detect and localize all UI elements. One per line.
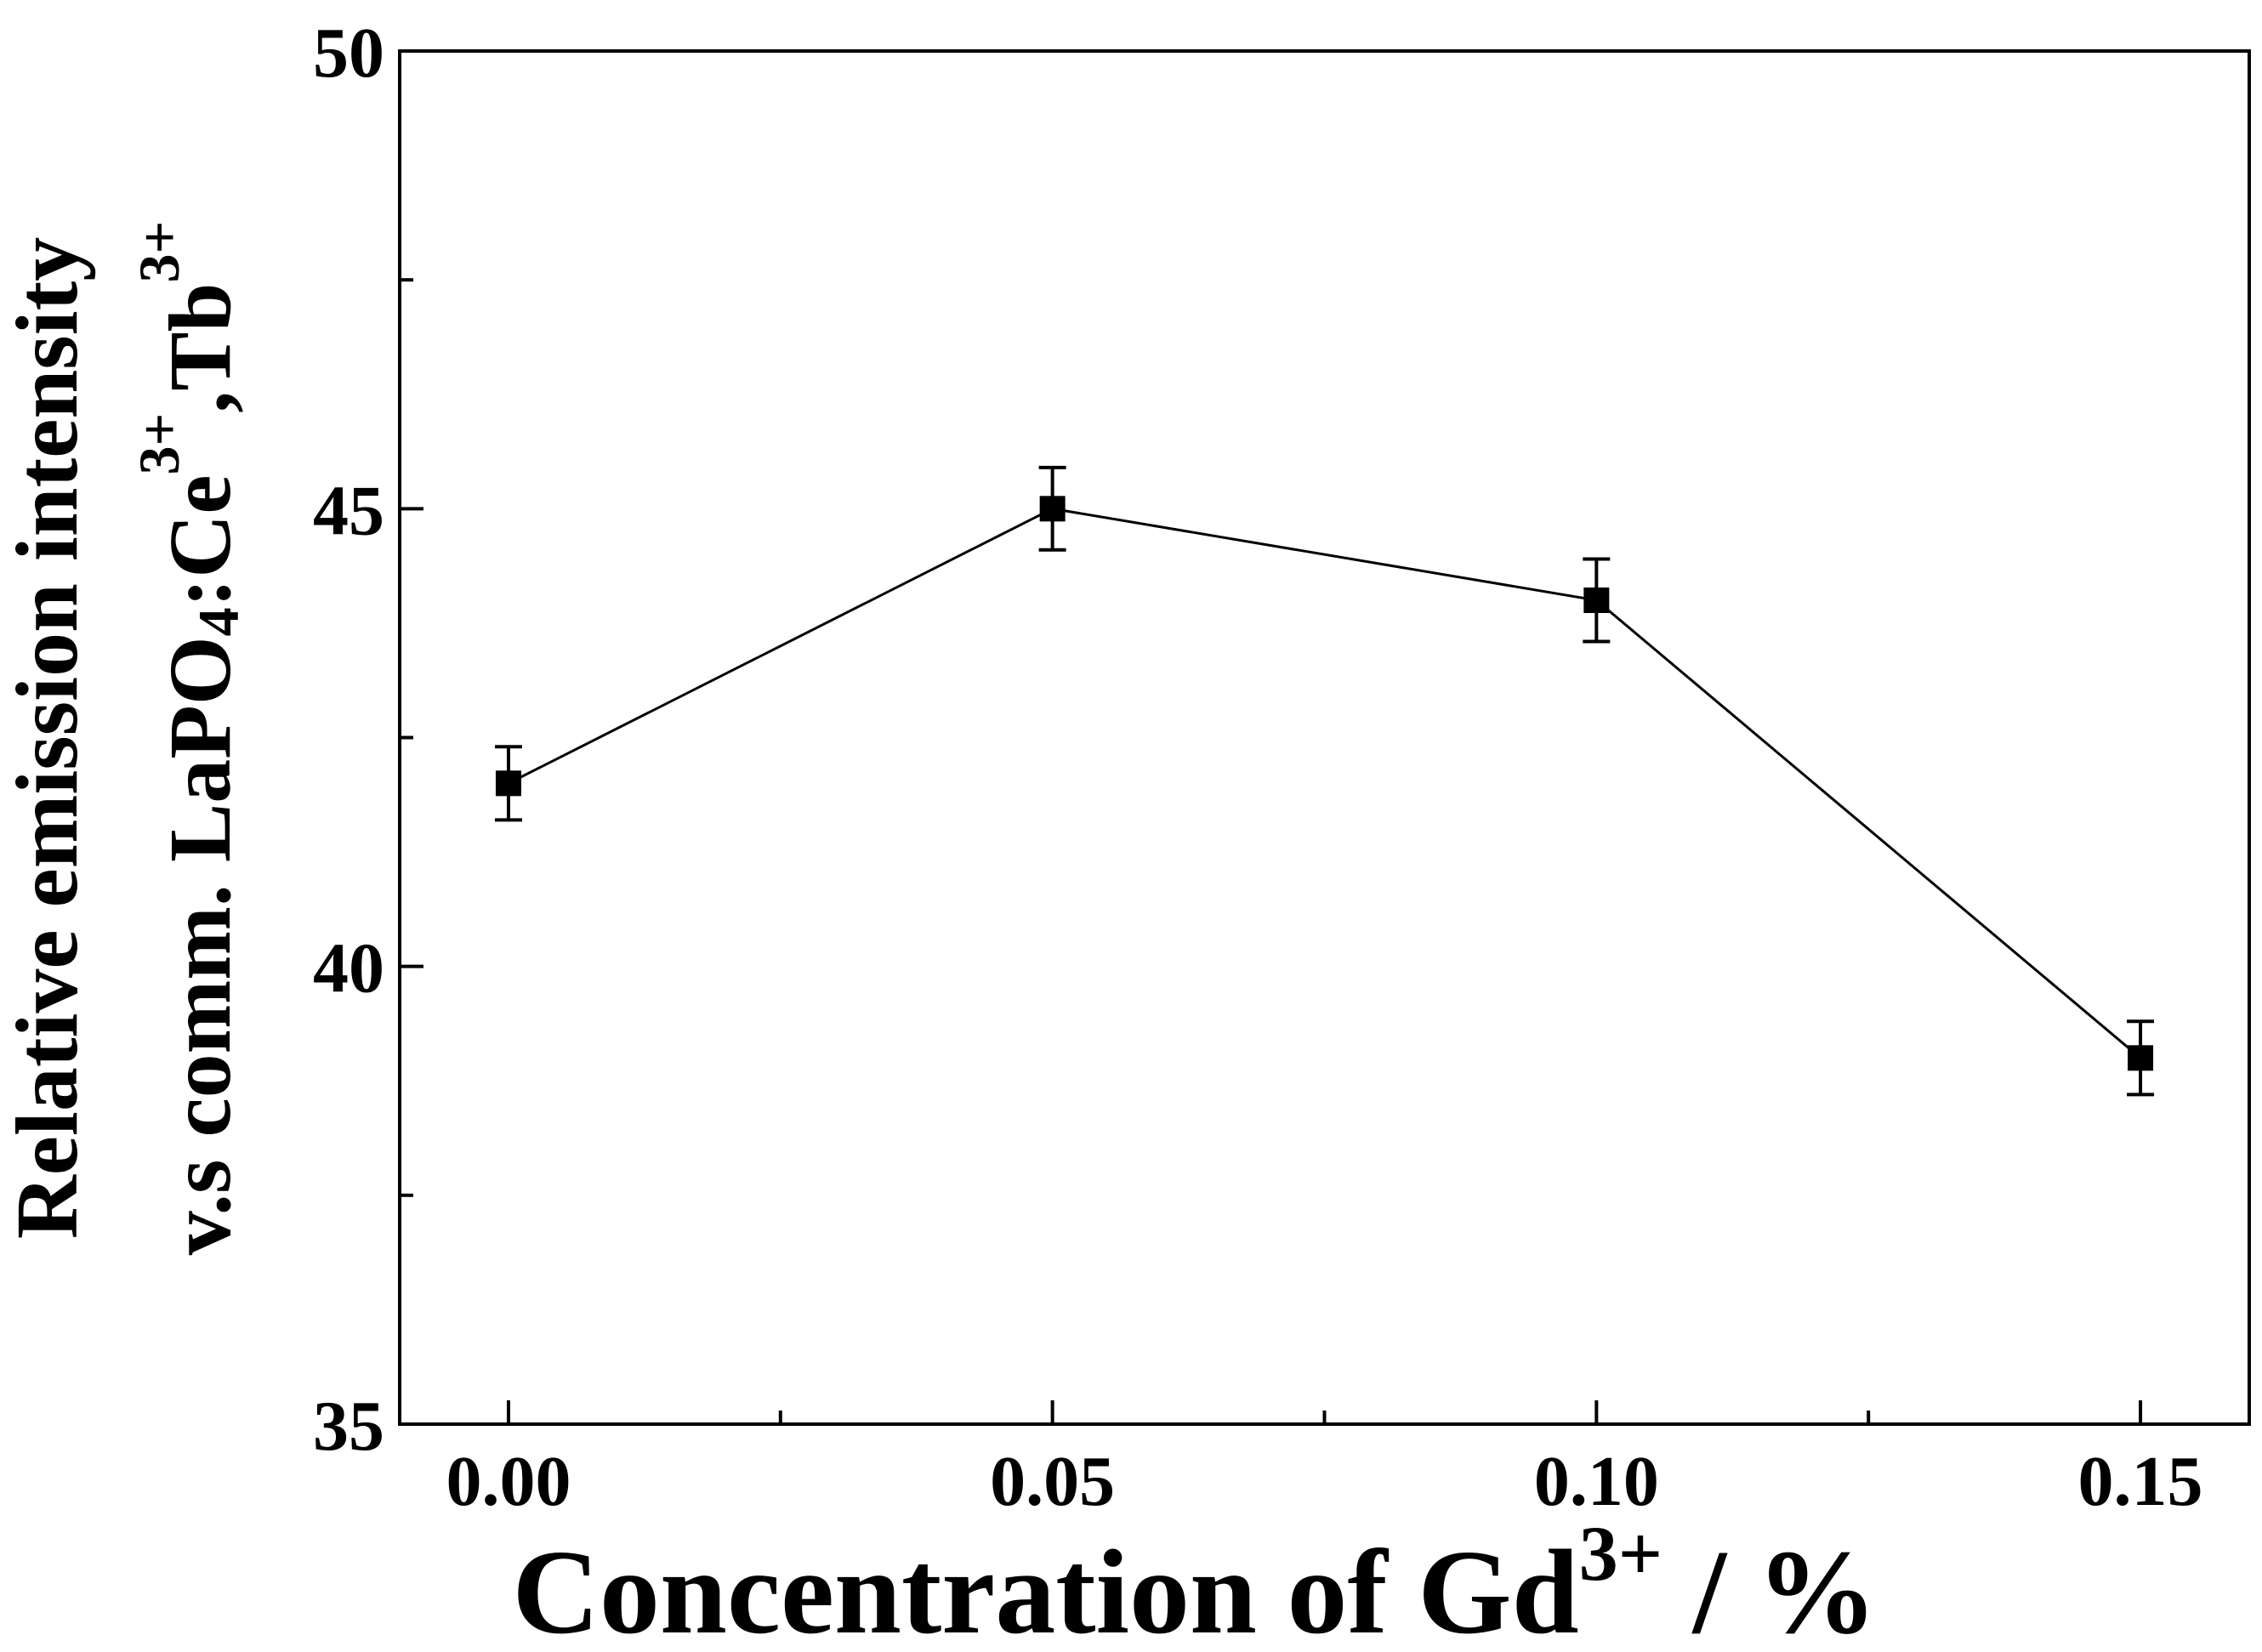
- y-axis-title-line1: Relative emission intensity: [0, 237, 96, 1240]
- x-axis-title-sup: 3+: [1579, 1510, 1662, 1597]
- data-point: [495, 770, 521, 797]
- x-tick-label: 0.15: [2078, 1442, 2203, 1521]
- y-axis-title-line2: v.s comm. LaPO4:Ce3+,Tb3+: [127, 221, 251, 1256]
- series-line: [508, 507, 2142, 1059]
- y-tick-label: 45: [313, 471, 384, 550]
- x-axis-ticks: 0.00 0.05 0.10 0.15: [446, 1400, 2203, 1521]
- x-axis-title: Concentration of Gd3+ / %: [512, 1510, 1877, 1652]
- x-tick-label: 0.05: [990, 1442, 1115, 1521]
- x-tick-label: 0.00: [446, 1442, 571, 1521]
- data-point: [1583, 588, 1610, 613]
- series-layer: [494, 465, 2155, 1097]
- x-axis-title-suffix: / %: [1662, 1524, 1877, 1652]
- data-point: [1039, 496, 1066, 522]
- y-tick-label: 40: [313, 929, 384, 1008]
- y-tick-label: 50: [313, 14, 384, 93]
- data-point: [2128, 1045, 2154, 1071]
- y-tick-label: 35: [313, 1387, 384, 1466]
- y-axis-title: Relative emission intensity v.s comm. La…: [0, 221, 251, 1256]
- y-axis-ticks: 35 40 45 50: [313, 14, 423, 1466]
- x-tick-label: 0.10: [1534, 1442, 1659, 1521]
- plot-frame: [398, 49, 2251, 1426]
